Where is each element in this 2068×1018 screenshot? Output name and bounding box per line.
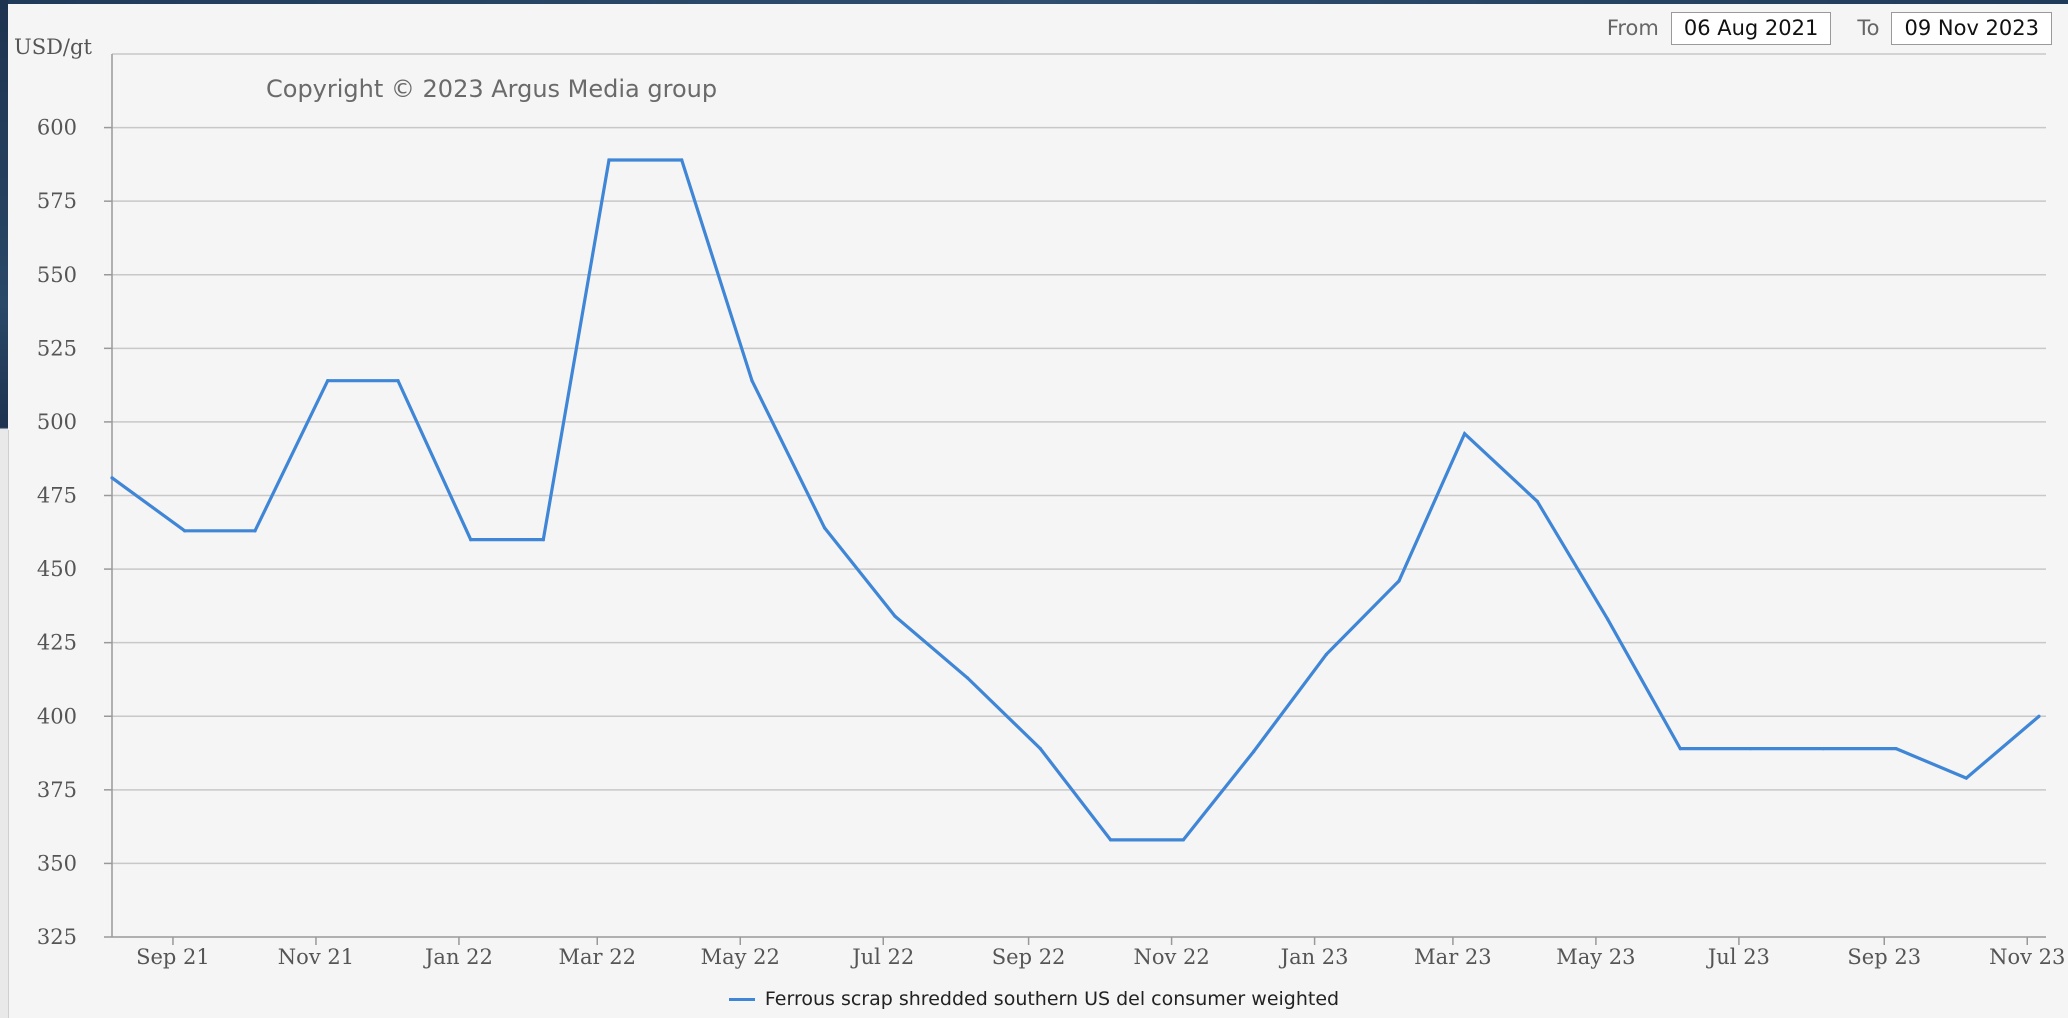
x-tick-label: Mar 22 (559, 945, 636, 969)
series-line (111, 158, 2041, 842)
data-point (1109, 838, 1113, 842)
data-point (2037, 714, 2041, 718)
y-tick-label: 425 (37, 631, 77, 655)
x-tick-label: Jan 22 (423, 945, 493, 969)
data-point (680, 158, 684, 162)
x-tick-label: Sep 21 (136, 945, 210, 969)
x-tick-label: Sep 23 (1847, 945, 1921, 969)
y-tick-label: 575 (37, 189, 77, 213)
y-tick-label: 400 (37, 704, 77, 728)
y-tick-label: 600 (37, 116, 77, 140)
data-point (183, 529, 187, 533)
data-point (253, 529, 257, 533)
data-point (1821, 747, 1825, 751)
from-date-input[interactable]: 06 Aug 2021 (1670, 11, 1832, 45)
data-point (1749, 747, 1753, 751)
y-tick-label: 325 (37, 925, 77, 949)
background-strip-top (0, 0, 2068, 4)
x-tick-label: Mar 23 (1414, 945, 1491, 969)
to-label: To (1857, 16, 1880, 40)
y-axis-ticks: 325 350 375 400 425 450 475 500 525 550 575 600 (37, 116, 112, 949)
data-point (1252, 749, 1256, 754)
data-point (469, 538, 473, 542)
data-point (966, 676, 970, 680)
data-point (541, 538, 545, 542)
y-tick-label: 450 (37, 557, 77, 581)
x-tick-label: Nov 22 (1133, 945, 1209, 969)
grid-lines (112, 53, 2046, 865)
x-tick-label: Jul 23 (1706, 945, 1770, 969)
x-tick-label: Sep 22 (992, 945, 1066, 969)
legend-swatch (728, 997, 755, 1001)
data-point (1678, 747, 1682, 751)
x-tick-label: Jul 22 (850, 945, 914, 969)
y-tick-label: 350 (37, 851, 77, 875)
x-tick-label: May 23 (1556, 945, 1635, 969)
legend[interactable]: Ferrous scrap shredded southern US del c… (0, 988, 2068, 1010)
y-tick-label: 475 (37, 484, 77, 508)
data-point (1606, 617, 1610, 621)
x-tick-label: May 22 (701, 945, 780, 969)
data-point (1535, 499, 1539, 503)
data-point (1324, 652, 1328, 657)
to-date-input[interactable]: 09 Nov 2023 (1891, 11, 2052, 45)
data-point (1894, 747, 1898, 751)
x-axis-ticks: Sep 21 Nov 21 Jan 22 Mar 22 May 22 Jul 22 Sep … (136, 937, 2065, 969)
data-point (607, 158, 611, 162)
data-point (1463, 432, 1467, 436)
y-axis-label: USD/gt (14, 35, 92, 59)
y-tick-label: 500 (37, 410, 77, 434)
data-point (1397, 579, 1401, 583)
data-point (396, 379, 400, 383)
data-point (110, 476, 114, 480)
data-point (1964, 776, 1968, 780)
data-point (1181, 838, 1185, 842)
x-tick-label: Nov 21 (278, 945, 354, 969)
x-tick-label: Jan 23 (1279, 945, 1349, 969)
date-range-selector: From 06 Aug 2021 To 09 Nov 2023 (1606, 11, 2052, 45)
series-group (110, 158, 2041, 842)
data-point (893, 614, 897, 618)
y-tick-label: 550 (37, 263, 77, 287)
x-tick-label: Nov 23 (1989, 945, 2065, 969)
y-tick-label: 525 (37, 336, 77, 360)
copyright-notice: Copyright © 2023 Argus Media group (266, 75, 717, 103)
data-point (1038, 747, 1042, 751)
window-border-left (0, 430, 9, 1018)
data-point (750, 379, 754, 383)
data-point (823, 526, 827, 530)
y-tick-label: 375 (37, 778, 77, 802)
from-label: From (1606, 16, 1659, 40)
legend-label: Ferrous scrap shredded southern US del c… (764, 988, 1340, 1010)
data-point (326, 379, 330, 383)
